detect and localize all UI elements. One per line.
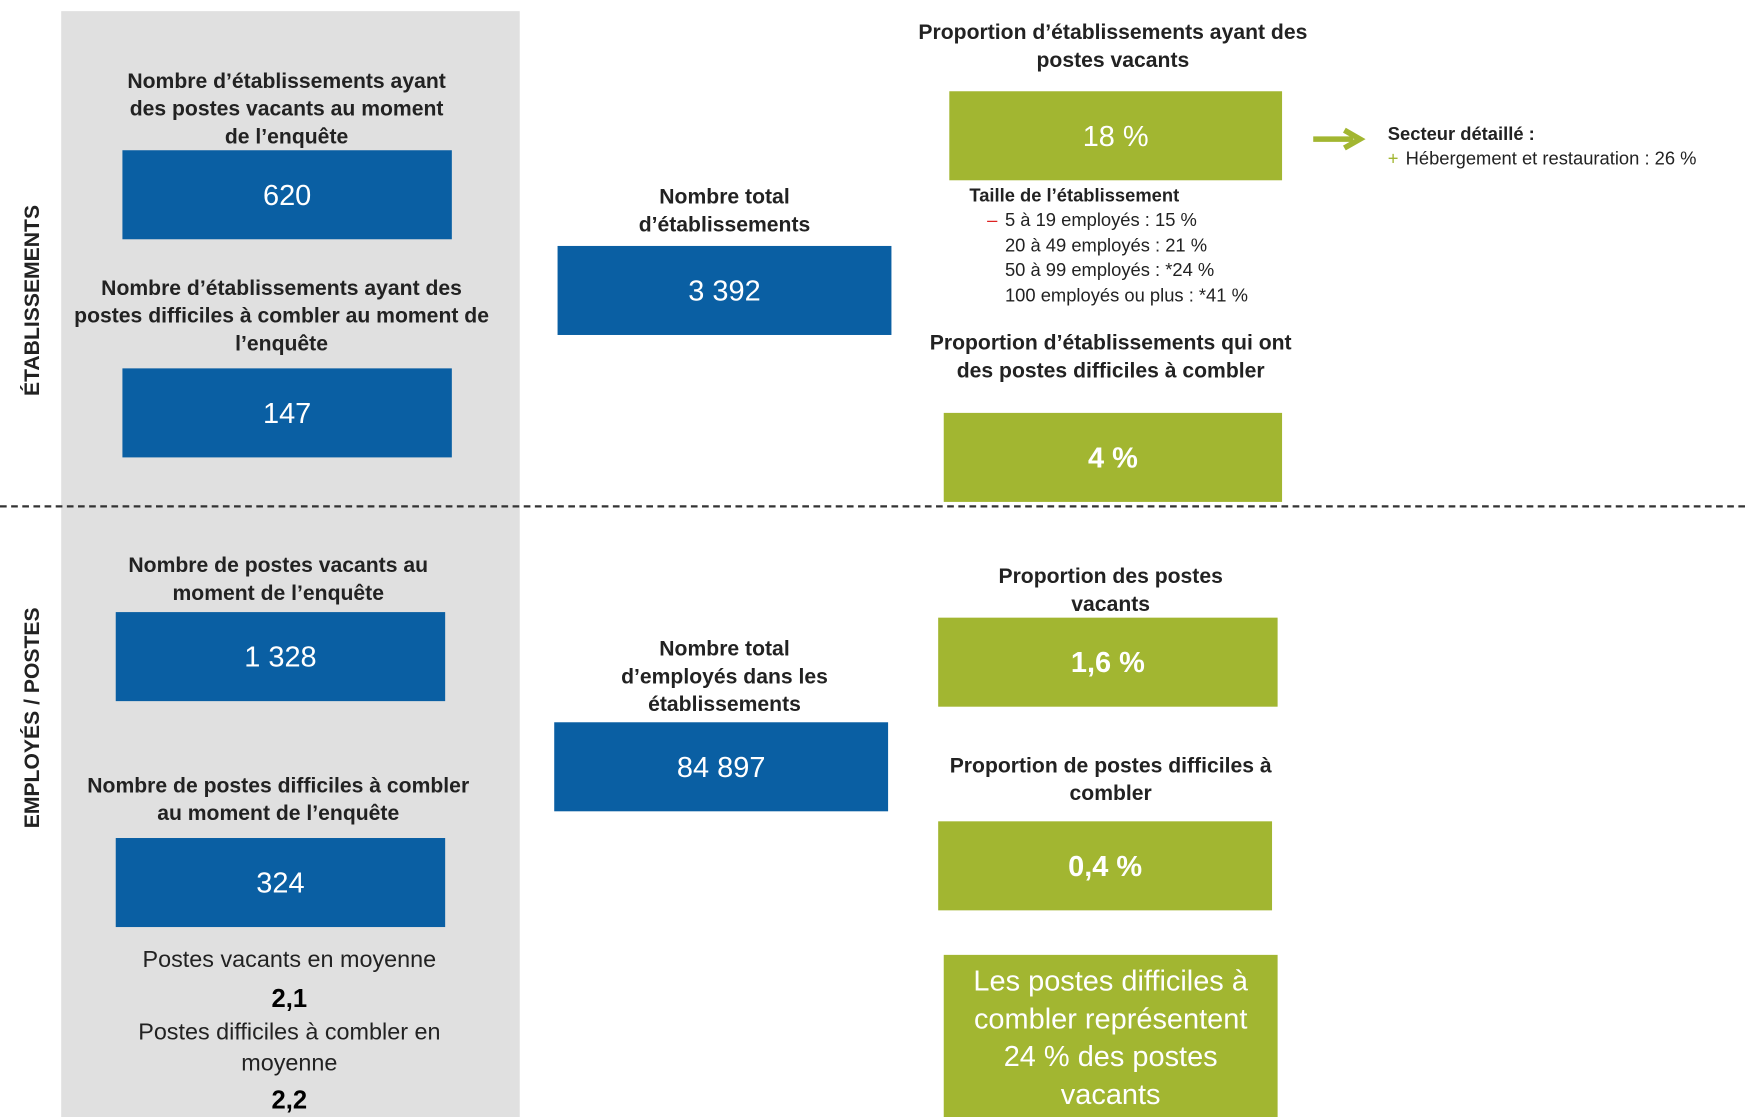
sector-item: Hébergement et restauration : 26 % (1405, 149, 1697, 170)
value-box: 4 % (943, 412, 1283, 502)
value-box: 0,4 % (938, 821, 1273, 911)
size-item: 20 à 49 employés : 21 % (1004, 235, 1208, 256)
value-box: 620 (122, 150, 452, 240)
value-box: 324 (115, 838, 446, 928)
size-item: 5 à 19 employés : 15 % (1004, 210, 1197, 231)
note-box: Les postes difficiles à combler représen… (943, 954, 1278, 1117)
divider (0, 505, 1745, 508)
title: Nombre d’établissements ayant des postes… (74, 277, 489, 357)
average-label: Postes difficiles à combler en moyenne (138, 1019, 441, 1077)
value-box: 1,6 % (938, 617, 1278, 707)
title: Nombre de postes vacants au moment de l’… (128, 554, 429, 606)
size-sign: – (987, 210, 998, 231)
value-box: 18 % (949, 91, 1283, 181)
title: Nombre de postes difficiles à combler au… (87, 774, 470, 826)
title: Proportion d’établissements ayant des po… (918, 21, 1308, 73)
title: Proportion de postes difficiles à comble… (949, 754, 1272, 806)
average-value: 2,2 (271, 1085, 308, 1115)
sector-title: Secteur détaillé : (1387, 124, 1535, 145)
title: Nombre total d’employés dans les établis… (621, 637, 828, 717)
title: Proportion d’établissements qui ont des … (929, 331, 1292, 383)
size-item: 100 employés ou plus : *41 % (1004, 286, 1248, 307)
value-box: 84 897 (554, 722, 889, 812)
title: Nombre total d’établissements (638, 185, 811, 238)
title: Proportion des postes vacants (998, 565, 1223, 617)
sector-sign: + (1387, 149, 1399, 170)
value-box: 3 392 (557, 245, 892, 335)
average-label: Postes vacants en moyenne (142, 947, 437, 973)
average-value: 2,1 (271, 983, 308, 1013)
value-box: 147 (122, 368, 452, 458)
arrow (1313, 127, 1366, 151)
size-item: 50 à 99 employés : *24 % (1004, 260, 1215, 281)
title: Nombre d’établissements ayant des postes… (127, 70, 446, 150)
size-title: Taille de l’établissement (969, 185, 1180, 206)
section-label: EMPLOYÉS / POSTES (21, 607, 45, 829)
section-label: ÉTABLISSEMENTS (21, 204, 45, 397)
value-box: 1 328 (115, 612, 446, 702)
